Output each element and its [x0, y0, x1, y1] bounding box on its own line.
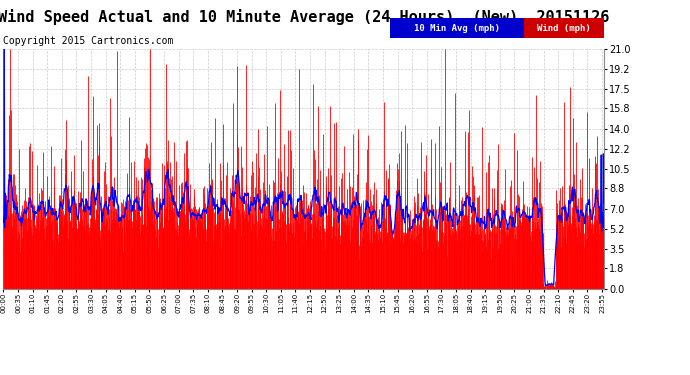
- Text: Wind (mph): Wind (mph): [538, 24, 591, 33]
- Text: 10 Min Avg (mph): 10 Min Avg (mph): [414, 24, 500, 33]
- Text: Wind Speed Actual and 10 Minute Average (24 Hours)  (New)  20151126: Wind Speed Actual and 10 Minute Average …: [0, 9, 609, 26]
- Text: Copyright 2015 Cartronics.com: Copyright 2015 Cartronics.com: [3, 36, 174, 46]
